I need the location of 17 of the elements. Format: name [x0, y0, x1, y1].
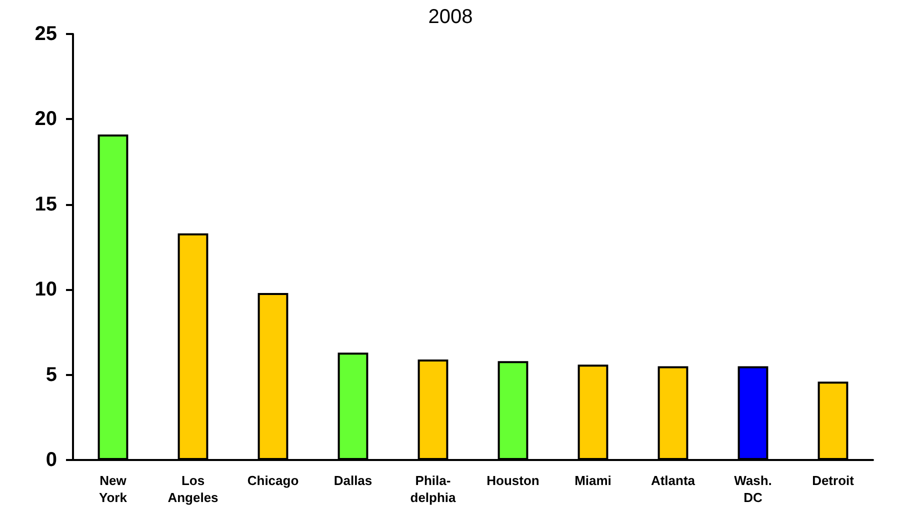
- y-tick-label: 25: [34, 23, 57, 45]
- x-tick-label: New York: [99, 473, 128, 505]
- x-tick-label: Wash. DC: [734, 473, 772, 505]
- y-tick-label: 20: [34, 108, 57, 130]
- y-tick-label: 0: [46, 449, 57, 471]
- x-tick-label: Dallas: [334, 473, 372, 488]
- x-tick-label: Miami: [574, 473, 612, 488]
- x-tick-label: Phila- delphia: [410, 473, 457, 505]
- y-tick-label: 5: [46, 364, 57, 386]
- x-tick-label: Chicago: [247, 473, 299, 488]
- y-tick-label: 15: [34, 193, 57, 216]
- x-tick-label: Detroit: [812, 473, 855, 488]
- x-tick-label: Houston: [486, 473, 540, 488]
- chart-subtitle: 2008: [428, 6, 473, 28]
- y-tick-label: 10: [34, 278, 57, 301]
- x-tick-label: Atlanta: [650, 473, 696, 488]
- x-tick-label: Los Angeles: [168, 473, 218, 505]
